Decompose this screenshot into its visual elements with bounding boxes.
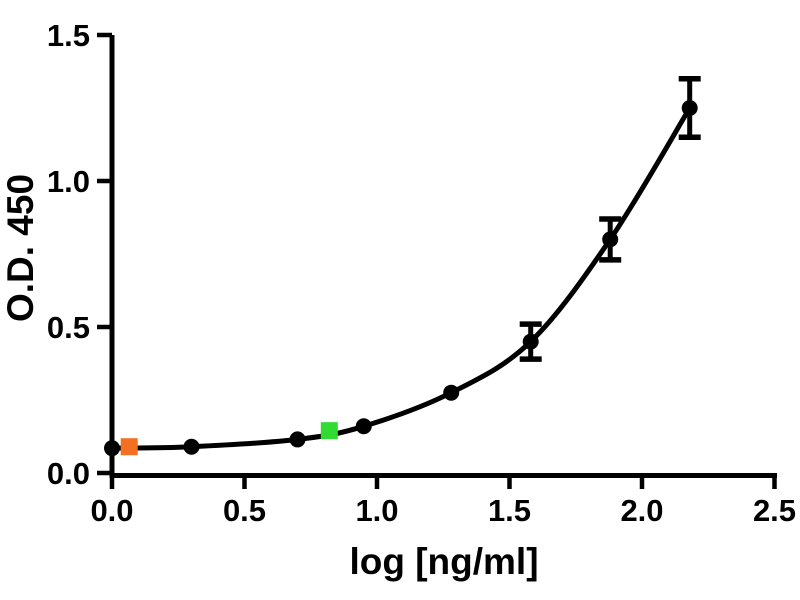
y-tick-label: 0.0 <box>47 456 90 491</box>
y-tick-label: 1.0 <box>47 164 90 199</box>
data-point <box>602 231 619 248</box>
sample-marker-orange <box>120 438 138 456</box>
x-tick-label: 1.0 <box>355 493 398 528</box>
x-tick-label: 0.5 <box>223 493 266 528</box>
plot-area: 0.0 0.5 1.0 1.5 2.0 2.5 0.0 0.5 1.0 1.5 <box>47 18 796 528</box>
y-tick-label: 1.5 <box>47 18 90 53</box>
data-point <box>355 418 372 435</box>
x-tick-label: 2.0 <box>620 493 663 528</box>
data-point <box>104 440 120 457</box>
x-tick-label: 2.5 <box>753 493 796 528</box>
sample-marker-green <box>320 422 338 440</box>
data-point <box>681 100 698 116</box>
x-axis-title: log [ng/ml] <box>349 541 538 582</box>
fitted-curve <box>109 105 693 451</box>
x-tick-label: 0.0 <box>90 493 133 528</box>
data-point <box>183 438 200 455</box>
data-point <box>443 384 460 401</box>
y-tick-label: 0.5 <box>47 310 90 345</box>
data-point <box>289 431 306 448</box>
data-point <box>522 333 539 350</box>
x-tick-label: 1.5 <box>488 493 531 528</box>
y-axis-title: O.D. 450 <box>0 174 41 322</box>
